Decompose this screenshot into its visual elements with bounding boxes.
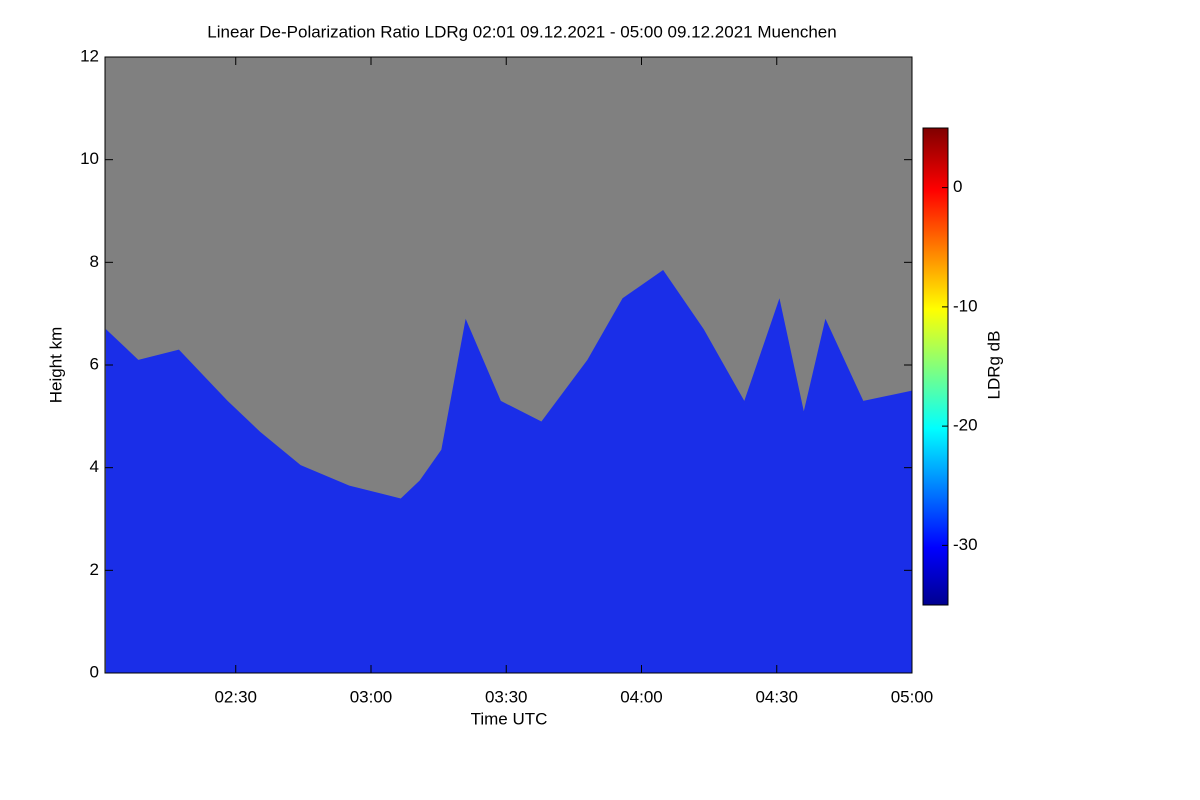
y-tick-label: 6 bbox=[90, 354, 99, 373]
x-tick-label: 04:00 bbox=[620, 687, 663, 706]
colorbar-tick-label: -20 bbox=[953, 416, 978, 435]
colorbar-tick-label: -10 bbox=[953, 296, 978, 315]
x-tick-label: 02:30 bbox=[214, 687, 257, 706]
colorbar-tick-label: -30 bbox=[953, 535, 978, 554]
y-tick-label: 10 bbox=[80, 149, 99, 168]
x-tick-label: 04:30 bbox=[755, 687, 798, 706]
colorbar-tick-label: 0 bbox=[953, 177, 962, 196]
y-tick-label: 12 bbox=[80, 46, 99, 65]
chart-title: Linear De-Polarization Ratio LDRg 02:01 … bbox=[207, 22, 836, 41]
x-tick-label: 03:30 bbox=[485, 687, 528, 706]
y-tick-label: 4 bbox=[90, 457, 99, 476]
y-tick-label: 0 bbox=[90, 662, 99, 681]
y-axis-label: Height km bbox=[46, 327, 65, 404]
x-tick-label: 03:00 bbox=[350, 687, 393, 706]
colorbar bbox=[922, 127, 949, 606]
y-tick-label: 8 bbox=[90, 252, 99, 271]
colorbar-label: LDRg dB bbox=[984, 331, 1003, 400]
signal-area bbox=[105, 270, 912, 673]
x-tick-label: 05:00 bbox=[891, 687, 934, 706]
x-axis-label: Time UTC bbox=[471, 709, 548, 728]
y-tick-label: 2 bbox=[90, 560, 99, 579]
